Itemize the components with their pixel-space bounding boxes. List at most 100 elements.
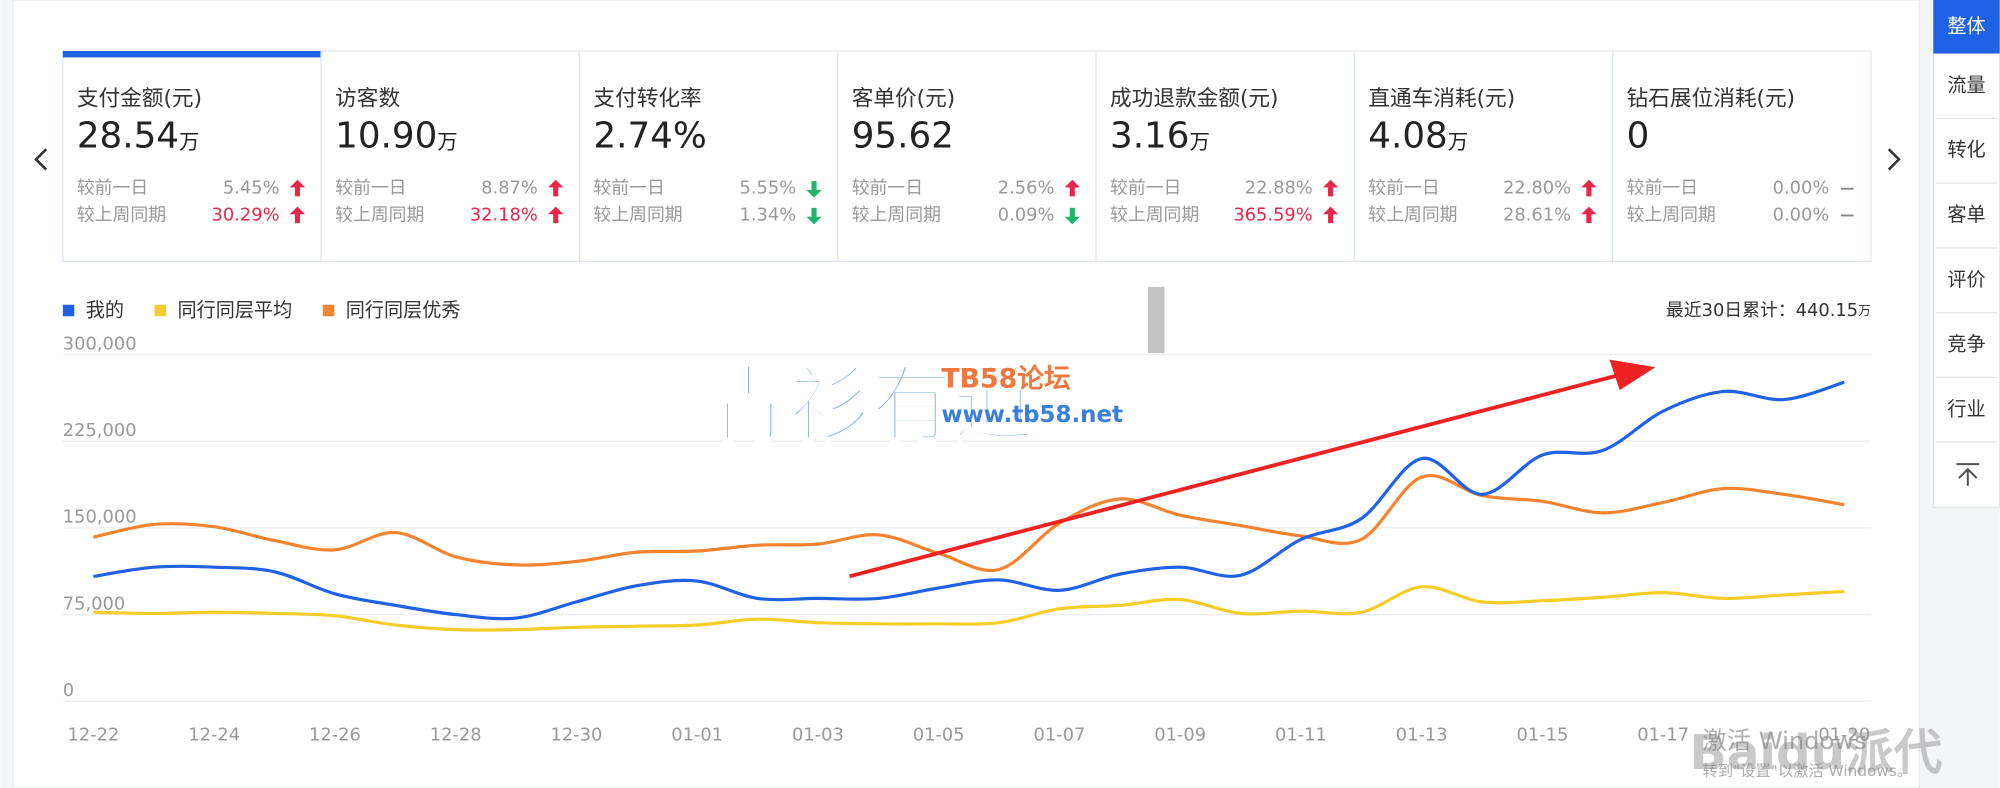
- x-tick-label: 01-05: [913, 725, 965, 746]
- compare-change: 5.45%: [223, 178, 280, 199]
- compare-change: 22.88%: [1245, 178, 1313, 199]
- metric-value: 95.62: [852, 116, 954, 157]
- value-unit: 万: [1448, 130, 1468, 154]
- x-tick-label: 01-15: [1516, 725, 1568, 746]
- side-tab[interactable]: 行业: [1947, 397, 1985, 420]
- compare-change: 365.59%: [1233, 204, 1312, 225]
- metric-value: 0: [1627, 116, 1650, 157]
- trend-up: [1581, 179, 1597, 197]
- x-tick-label: 01-01: [671, 725, 723, 746]
- side-tab[interactable]: 客单: [1947, 203, 1985, 226]
- trend-up: [289, 206, 306, 224]
- next-arrow[interactable]: [1887, 148, 1901, 171]
- back-to-top[interactable]: [1956, 463, 1980, 486]
- prev-arrow[interactable]: [34, 148, 48, 171]
- x-tick-label: 12-26: [309, 725, 361, 746]
- value-number: 95.62: [852, 116, 954, 157]
- side-tab[interactable]: 流量: [1947, 73, 1985, 96]
- watermark: www.tb58.net: [941, 402, 1123, 428]
- compare-label: 较前一日: [1110, 178, 1181, 199]
- legend-swatch: [154, 304, 167, 317]
- compare-label: 较前一日: [335, 178, 406, 199]
- side-tab[interactable]: 评价: [1947, 268, 1985, 291]
- side-tab[interactable]: 整体: [1947, 14, 1985, 37]
- metric-value: 2.74%: [593, 116, 706, 157]
- metric-card[interactable]: 钻石展位消耗(元) 0 较前一日 0.00% 较上周同期 0.00%: [1611, 51, 1854, 262]
- legend-label[interactable]: 同行同层优秀: [346, 299, 461, 322]
- compare-change: 5.55%: [739, 178, 796, 199]
- metric-title: 直通车消耗(元): [1368, 86, 1515, 111]
- y-tick-label: 150,000: [63, 507, 137, 528]
- compare-label: 较前一日: [593, 178, 664, 199]
- legend-label[interactable]: 我的: [86, 299, 124, 322]
- compare-label: 较上周同期: [1368, 204, 1457, 225]
- summary: 最近30日累计：440.15万: [1666, 300, 1871, 321]
- trend-chart: 0 75,000 150,000 225,000 300,000 12-22 12-24 12…: [62, 299, 1871, 746]
- metric-value: 3.16万: [1110, 116, 1210, 157]
- compare-label: 较前一日: [1368, 178, 1439, 199]
- compare-change: 28.61%: [1503, 204, 1571, 225]
- x-tick-label: 01-17: [1637, 725, 1689, 746]
- cursor-bar: [1147, 286, 1165, 354]
- watermark: 激活 Windows: [1703, 727, 1867, 755]
- x-tick-label: 12-30: [550, 725, 602, 746]
- y-tick-label: 75,000: [63, 593, 125, 614]
- compare-change: 1.34%: [739, 204, 796, 225]
- value-unit: 万: [437, 130, 457, 154]
- compare-label: 较前一日: [1627, 178, 1698, 199]
- x-tick-label: 01-13: [1396, 725, 1448, 746]
- compare-label: 较前一日: [77, 178, 148, 199]
- compare-change: 8.87%: [481, 178, 538, 199]
- legend-label[interactable]: 同行同层平均: [178, 299, 293, 322]
- x-tick-label: 12-28: [430, 725, 482, 746]
- trend-up: [1581, 206, 1597, 224]
- metric-value: 4.08万: [1368, 116, 1468, 157]
- summary-unit: 万: [1858, 304, 1871, 319]
- watermark: 青衫有道: [708, 358, 1034, 453]
- compare-label: 较前一日: [852, 178, 923, 199]
- watermark: Baidu派代: [1690, 725, 1943, 781]
- compare-change: 0.00%: [1773, 178, 1830, 199]
- value-unit: 万: [1189, 130, 1209, 154]
- trend-up: [548, 206, 564, 224]
- compare-label: 较上周同期: [1627, 204, 1716, 225]
- metric-title: 支付转化率: [593, 86, 701, 111]
- compare-change: 0.09%: [998, 204, 1055, 225]
- metric-title: 成功退款金额(元): [1110, 86, 1279, 111]
- series-line: [93, 473, 1845, 573]
- metric-value: 10.90万: [335, 116, 458, 157]
- compare-change: 22.80%: [1503, 178, 1571, 199]
- metric-title: 客单价(元): [852, 86, 956, 111]
- legend-swatch: [62, 304, 75, 317]
- cards-frame: [62, 50, 1872, 263]
- series-line: [93, 585, 1845, 632]
- metric-card[interactable]: 支付转化率 2.74% 较前一日 5.55% 较上周同期 1.34%: [578, 51, 822, 262]
- trend-up: [1322, 179, 1339, 197]
- compare-label: 较上周同期: [593, 204, 682, 225]
- x-tick-label: 01-11: [1275, 725, 1327, 746]
- value-unit: 万: [179, 130, 199, 154]
- side-tab[interactable]: 转化: [1947, 138, 1985, 161]
- x-tick-label: 12-22: [67, 725, 119, 746]
- value-number: 28.54: [77, 116, 179, 157]
- y-tick-label: 300,000: [63, 333, 137, 354]
- compare-change: 30.29%: [212, 204, 280, 225]
- x-tick-label: 01-09: [1154, 725, 1206, 746]
- trend-up: [289, 179, 306, 197]
- compare-label: 较上周同期: [335, 204, 424, 225]
- trend-down: [806, 207, 822, 225]
- metric-card[interactable]: 客单价(元) 95.62 较前一日 2.56% 较上周同期 0.09%: [837, 51, 1080, 262]
- side-tab[interactable]: 竞争: [1947, 333, 1985, 356]
- tab-active-bg: [1933, 0, 2000, 54]
- trend-down: [806, 181, 822, 198]
- y-tick-label: 0: [63, 680, 74, 701]
- compare-label: 较上周同期: [852, 204, 941, 225]
- watermark: 转到"设置"以激活 Windows。: [1703, 762, 1913, 780]
